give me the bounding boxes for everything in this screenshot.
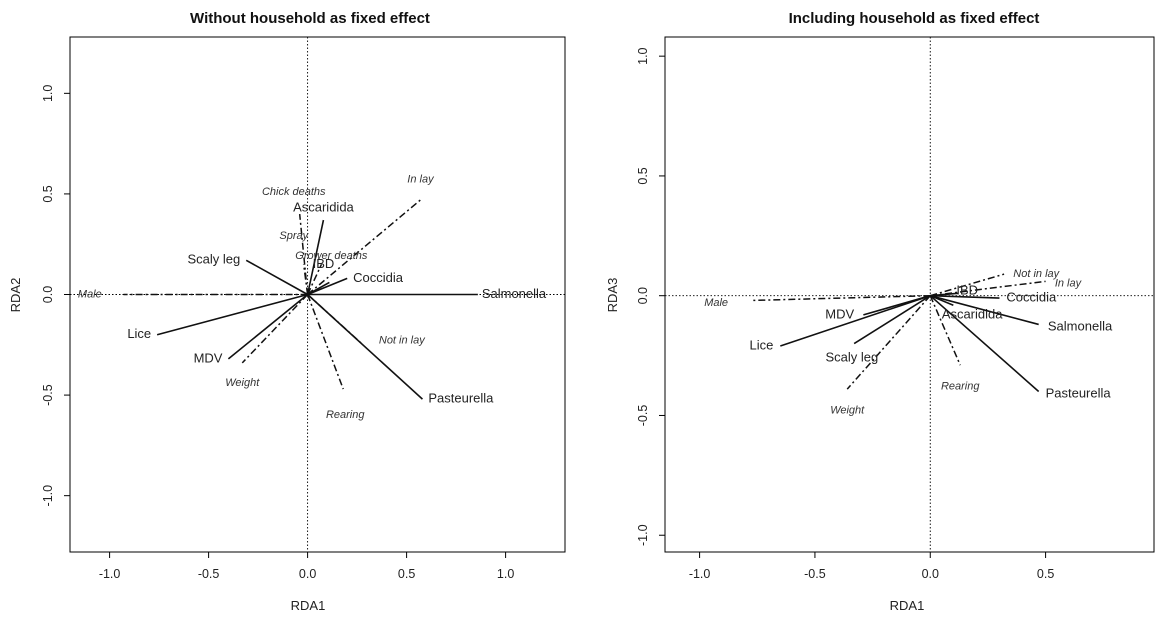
rda-panel-including-household: Including household as fixed effect -1.0… [605,10,1155,613]
response-vector [307,293,423,400]
response-vector [306,219,325,295]
explanatory-vector [750,294,931,302]
explanatory-label: Weight [225,377,260,389]
explanatory-vector [930,280,1046,297]
response-vector [929,295,1040,393]
response-vector [780,294,931,347]
x-tick-label: 0.0 [922,567,939,581]
response-label: IBD [313,256,335,271]
response-vector [307,281,330,296]
response-vector [930,294,1000,299]
panel-title: Without household as fixed effect [190,10,430,27]
response-label: Ascaridida [293,199,354,214]
y-axis-label: RDA3 [605,278,620,313]
explanatory-label: Not in lay [379,335,426,347]
explanatory-vector [929,295,961,366]
x-axis-label: RDA1 [890,598,925,613]
explanatory-vector [930,273,1005,297]
plot-frame [664,36,1155,553]
x-tick-label: -1.0 [99,567,121,581]
explanatory-label: Spray [279,230,309,242]
response-label: Scaly leg [188,252,241,267]
explanatory-vector [306,294,344,390]
x-tick-label: 0.5 [398,567,415,581]
response-label: Lice [750,337,774,352]
rda-panel-without-household: Without household as fixed effect -1.0 -0… [8,10,566,613]
response-vector [930,294,1039,326]
explanatory-label: In lay [1055,278,1083,290]
y-tick-label: 0.5 [636,167,650,184]
explanatory-label: Male [78,288,102,300]
explanatory-label: In lay [407,174,435,186]
y-tick-label: -1.0 [41,485,55,507]
panel-title: Including household as fixed effect [789,10,1040,27]
y-tick-label: -0.5 [41,384,55,406]
y-tick-label: 1.0 [41,85,55,102]
response-label: Pasteurella [1046,385,1112,400]
explanatory-vector [298,213,309,295]
explanatory-label: Weight [830,405,865,417]
explanatory-label: Rearing [941,381,980,393]
response-label: MDV [825,306,854,321]
response-label: MDV [194,350,223,365]
response-label: Lice [127,326,151,341]
plot-frame [69,36,566,553]
response-vector [245,259,308,296]
response-label: IBD [956,282,978,297]
response-label: Salmonella [1048,318,1113,333]
x-tick-label: 1.0 [497,567,514,581]
explanatory-label: Not in lay [1013,268,1060,280]
explanatory-label: Chick deaths [262,186,326,198]
response-vector [307,277,348,296]
y-tick-label: -1.0 [636,524,650,546]
x-tick-label: 0.0 [299,567,316,581]
response-label: Coccidia [1006,290,1057,305]
explanatory-vector [241,293,309,364]
response-label: Scaly leg [825,349,878,364]
explanatory-vector [307,199,421,296]
explanatory-vector [846,295,931,390]
explanatory-vector [306,264,323,295]
explanatory-label: Grower deaths [295,250,368,262]
y-tick-label: 0.5 [41,185,55,202]
response-label: Coccidia [353,270,404,285]
response-vector [227,293,309,360]
response-label: Pasteurella [428,391,494,406]
response-label: Salmonella [482,286,547,301]
response-vector [853,295,931,345]
response-label: Ascaridida [942,306,1003,321]
explanatory-vector [307,293,364,346]
y-tick-label: 0.0 [636,287,650,304]
y-axis-label: RDA2 [8,278,23,313]
x-tick-label: -0.5 [804,567,826,581]
x-tick-label: 0.5 [1037,567,1054,581]
explanatory-vector [302,264,309,295]
response-vector [156,293,308,336]
explanatory-label: Rearing [326,409,365,421]
x-axis-label: RDA1 [291,598,326,613]
y-tick-label: 1.0 [636,47,650,64]
y-tick-label: -0.5 [636,405,650,427]
x-tick-label: -1.0 [689,567,711,581]
x-tick-label: -0.5 [198,567,220,581]
explanatory-label: Male [704,297,728,309]
y-tick-label: 0.0 [41,286,55,303]
